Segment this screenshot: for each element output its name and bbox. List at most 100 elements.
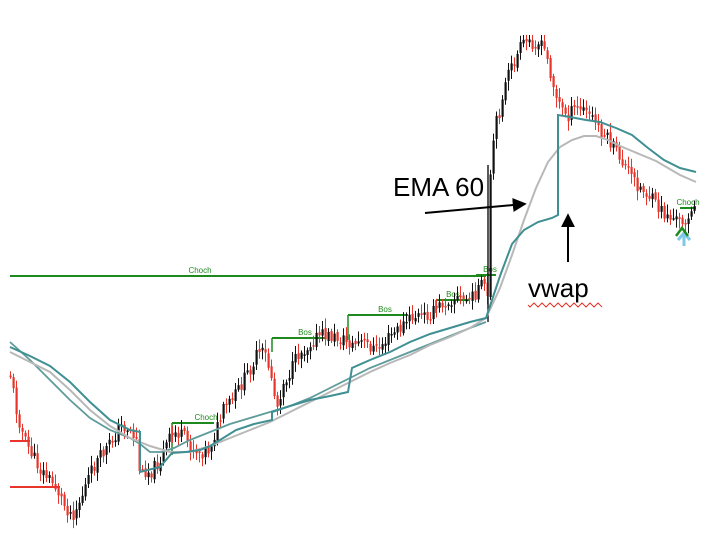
- indicator-lines: [9, 113, 697, 474]
- candle-body-122: [375, 344, 378, 346]
- candle-body-160: [489, 174, 492, 298]
- candle-body-79: [246, 370, 249, 373]
- candle-body-135: [414, 318, 417, 322]
- candle-body-72: [225, 403, 228, 406]
- candle-body-171: [522, 39, 525, 44]
- spellcheck-underline: [527, 302, 603, 308]
- candle-body-123: [378, 346, 381, 349]
- candle-body-195: [594, 114, 597, 123]
- candle-body-126: [387, 333, 390, 345]
- candle-body-193: [588, 111, 591, 114]
- candle-body-100: [309, 347, 312, 352]
- candle-body-28: [93, 466, 96, 471]
- candle-body-200: [609, 132, 612, 148]
- structure-label-6: Choch: [676, 198, 699, 207]
- candle-body-184: [561, 102, 564, 108]
- candle-body-183: [558, 96, 561, 102]
- candle-body-158: [483, 278, 486, 284]
- candle-body-19: [66, 506, 69, 516]
- candle-body-108: [333, 333, 336, 342]
- candle-body-129: [396, 326, 399, 333]
- candle-body-2: [15, 387, 18, 415]
- candle-body-9: [36, 453, 39, 469]
- candle-body-188: [573, 105, 576, 108]
- candle-body-69: [216, 422, 219, 441]
- candle-body-4: [21, 427, 24, 432]
- candle-body-205: [624, 163, 627, 166]
- candle-body-33: [108, 439, 111, 445]
- candle-body-207: [630, 166, 633, 174]
- annotation-text-0: EMA 60: [393, 172, 484, 202]
- candle-body-114: [351, 342, 354, 348]
- candle-body-168: [513, 64, 516, 67]
- candle-body-84: [261, 347, 264, 351]
- candle-body-20: [69, 512, 72, 514]
- candle-body-224: [681, 217, 684, 225]
- candle-body-154: [471, 291, 474, 301]
- candle-body-49: [156, 462, 159, 470]
- candle-body-182: [555, 89, 558, 98]
- candle-body-212: [645, 193, 648, 197]
- candle-body-24: [81, 495, 84, 504]
- candle-body-226: [687, 218, 690, 225]
- candle-body-204: [621, 159, 624, 166]
- candle-body-218: [663, 205, 666, 219]
- candle-body-23: [78, 502, 81, 510]
- candle-body-220: [669, 214, 672, 220]
- candle-body-197: [600, 124, 603, 138]
- candle-body-214: [651, 193, 654, 200]
- candle-body-1: [12, 377, 15, 389]
- candle-body-82: [255, 349, 258, 365]
- candle-body-180: [549, 57, 552, 79]
- candle-body-55: [174, 432, 177, 437]
- candle-body-0: [9, 375, 12, 378]
- candle-body-192: [585, 107, 588, 111]
- candle-body-86: [267, 353, 270, 368]
- candle-body-206: [627, 166, 630, 168]
- candle-body-177: [540, 40, 543, 46]
- candle-body-128: [393, 332, 396, 335]
- candle-body-95: [294, 353, 297, 363]
- candle-body-163: [498, 115, 501, 119]
- candle-body-167: [510, 63, 513, 71]
- candle-body-96: [297, 353, 300, 360]
- candle-body-147: [450, 305, 453, 307]
- candle-body-78: [243, 372, 246, 391]
- candle-body-56: [177, 432, 180, 438]
- candle-body-81: [252, 366, 255, 375]
- candle-body-35: [114, 440, 117, 443]
- candle-body-109: [336, 331, 339, 341]
- candle-body-124: [381, 344, 384, 350]
- candle-body-213: [648, 195, 651, 199]
- candle-body-73: [228, 398, 231, 405]
- candle-body-46: [147, 472, 150, 478]
- candle-body-93: [288, 377, 291, 381]
- candle-body-110: [339, 342, 342, 344]
- candle-body-156: [477, 285, 480, 300]
- candle-body-57: [180, 429, 183, 437]
- candle-body-62: [195, 449, 198, 454]
- candle-body-179: [546, 50, 549, 60]
- candle-body-102: [315, 332, 318, 347]
- candle-body-127: [390, 333, 393, 336]
- candle-body-194: [591, 115, 594, 117]
- candle-body-172: [525, 39, 528, 42]
- candle-body-174: [531, 40, 534, 49]
- candle-body-63: [198, 451, 201, 453]
- candle-body-74: [231, 398, 234, 400]
- candle-body-12: [45, 470, 48, 478]
- structure-label-4: Bos: [446, 290, 460, 299]
- candle-body-98: [303, 354, 306, 356]
- candle-body-70: [219, 420, 222, 422]
- candle-body-64: [201, 454, 204, 459]
- candle-body-29: [96, 458, 99, 473]
- candle-body-155: [474, 290, 477, 300]
- candle-body-227: [690, 211, 693, 217]
- candle-body-137: [420, 313, 423, 315]
- candle-body-77: [240, 384, 243, 390]
- candle-body-169: [516, 53, 519, 68]
- candle-body-8: [33, 452, 36, 457]
- candle-body-17: [60, 493, 63, 497]
- candle-body-22: [75, 509, 78, 519]
